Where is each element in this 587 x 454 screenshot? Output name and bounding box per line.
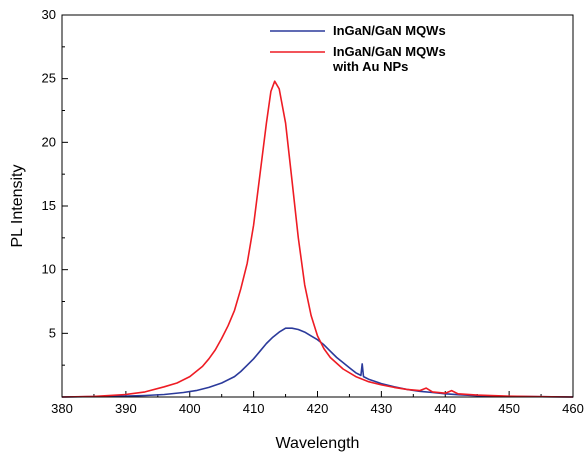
y-tick-label: 5 <box>49 325 56 340</box>
x-tick-label: 380 <box>51 401 73 416</box>
y-tick-label: 30 <box>42 7 56 22</box>
y-axis-title: PL Intensity <box>9 164 26 247</box>
series-line-2 <box>61 80 574 398</box>
legend-label-1: InGaN/GaN MQWs <box>333 23 446 38</box>
legend-label-2: with Au NPs <box>332 59 408 74</box>
x-tick-label: 460 <box>562 401 584 416</box>
series-line-1 <box>61 327 574 398</box>
x-tick-label: 400 <box>179 401 201 416</box>
x-tick-label: 420 <box>307 401 329 416</box>
x-tick-label: 410 <box>243 401 265 416</box>
x-tick-label: 430 <box>371 401 393 416</box>
series-layer <box>61 80 574 398</box>
legend-label-2: InGaN/GaN MQWs <box>333 44 446 59</box>
x-tick-label: 390 <box>115 401 137 416</box>
y-tick-label: 15 <box>42 198 56 213</box>
axis-ticks: 380 390 400 410 420 430 440 450 460 5 10 15 20 25 30 <box>42 7 584 416</box>
y-tick-label: 10 <box>42 262 56 277</box>
x-tick-label: 440 <box>434 401 456 416</box>
y-tick-label: 20 <box>42 134 56 149</box>
plot-frame <box>61 14 574 398</box>
y-tick-label: 25 <box>42 71 56 86</box>
x-tick-label: 450 <box>498 401 520 416</box>
x-axis-title: Wavelength <box>276 435 360 452</box>
